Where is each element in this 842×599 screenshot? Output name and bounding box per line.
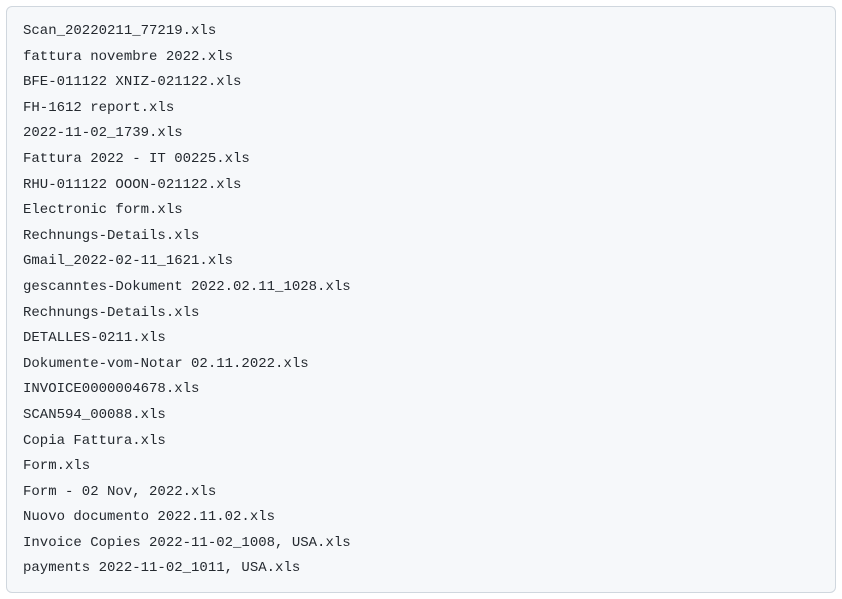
file-line: Invoice Copies 2022-11-02_1008, USA.xls xyxy=(23,531,819,557)
file-line: Dokumente-vom-Notar 02.11.2022.xls xyxy=(23,352,819,378)
file-line: Electronic form.xls xyxy=(23,198,819,224)
file-line: Rechnungs-Details.xls xyxy=(23,301,819,327)
file-line: FH-1612 report.xls xyxy=(23,96,819,122)
file-list-box: Scan_20220211_77219.xls fattura novembre… xyxy=(6,6,836,593)
file-line: DETALLES-0211.xls xyxy=(23,326,819,352)
file-line: SCAN594_00088.xls xyxy=(23,403,819,429)
file-line: BFE-011122 XNIZ-021122.xls xyxy=(23,70,819,96)
file-line: 2022-11-02_1739.xls xyxy=(23,121,819,147)
file-line: gescanntes-Dokument 2022.02.11_1028.xls xyxy=(23,275,819,301)
file-line: INVOICE0000004678.xls xyxy=(23,377,819,403)
file-line: Form.xls xyxy=(23,454,819,480)
file-line: Nuovo documento 2022.11.02.xls xyxy=(23,505,819,531)
file-line: Scan_20220211_77219.xls xyxy=(23,19,819,45)
file-line: RHU-011122 OOON-021122.xls xyxy=(23,173,819,199)
file-line: Gmail_2022-02-11_1621.xls xyxy=(23,249,819,275)
file-line: Form - 02 Nov, 2022.xls xyxy=(23,480,819,506)
file-line: fattura novembre 2022.xls xyxy=(23,45,819,71)
file-line: Rechnungs-Details.xls xyxy=(23,224,819,250)
file-line: payments 2022-11-02_1011, USA.xls xyxy=(23,556,819,582)
file-line: Fattura 2022 - IT 00225.xls xyxy=(23,147,819,173)
file-line: Copia Fattura.xls xyxy=(23,429,819,455)
